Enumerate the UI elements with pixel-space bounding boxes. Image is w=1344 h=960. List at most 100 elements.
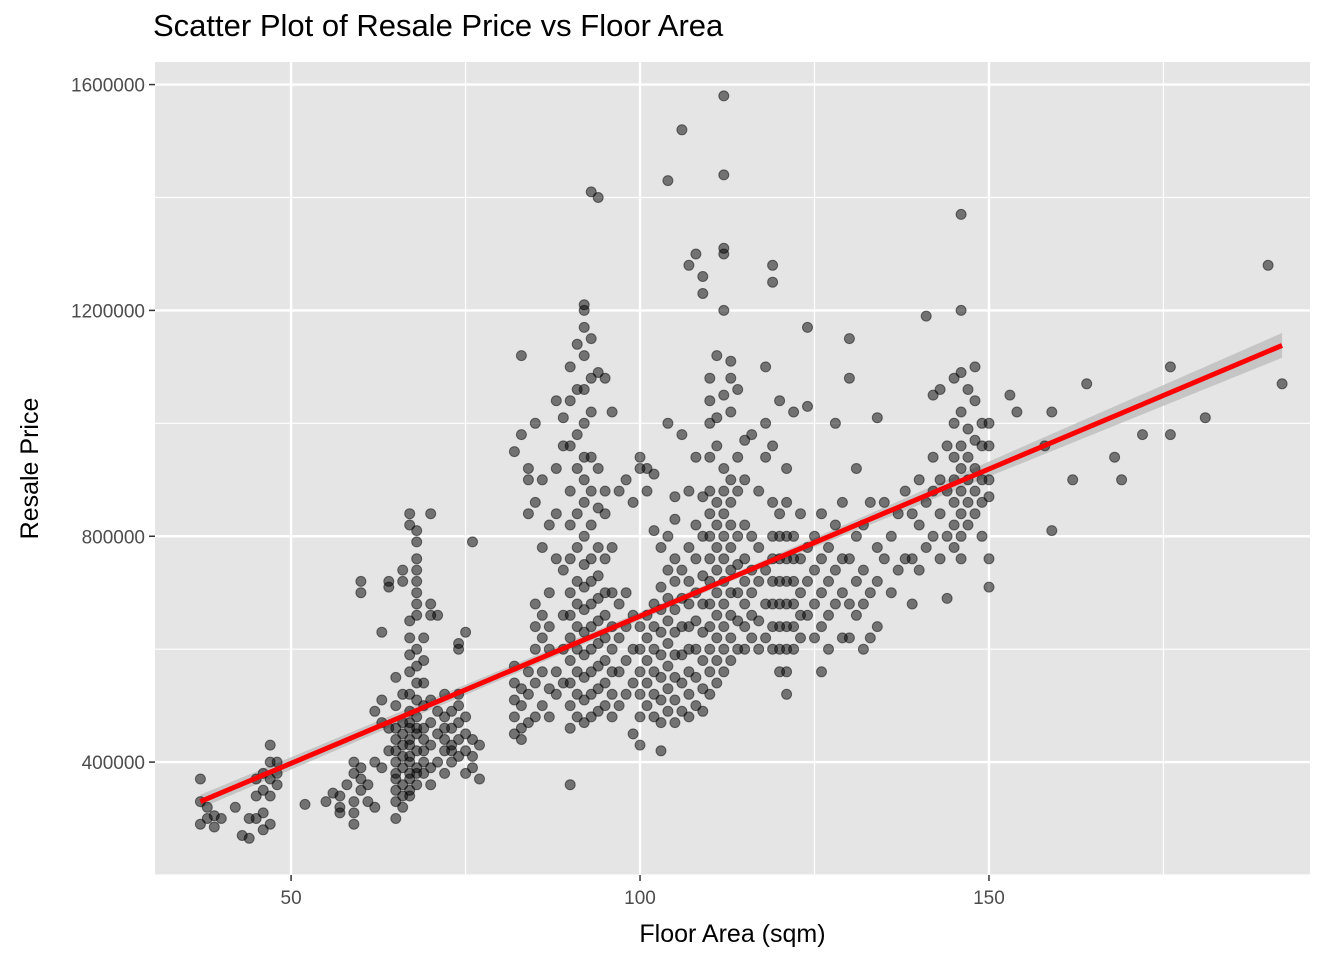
data-point [983,581,995,593]
data-point [390,671,402,683]
data-point [557,412,569,424]
data-point [564,361,576,373]
data-point [697,705,709,717]
data-point [669,717,681,729]
data-point [718,463,730,474]
data-point [641,632,653,644]
data-point [739,474,751,486]
data-point [529,711,541,723]
axis-ticks: 50 100 150 400000 800000 1200000 1600000 [71,76,1005,909]
data-point [788,598,800,610]
data-point [578,717,590,729]
data-point [606,406,618,418]
data-point [1164,361,1176,373]
data-point [599,609,611,621]
data-point [634,688,646,700]
data-point [550,463,562,474]
data-point [711,440,723,452]
data-point [536,609,548,621]
data-point [955,440,967,452]
data-point [704,553,716,565]
data-point [585,372,597,384]
data-point [467,750,478,762]
data-point [725,406,737,418]
data-point [606,587,618,599]
data-point [334,807,346,819]
data-point [578,559,590,570]
data-point [508,677,520,689]
data-point [564,700,576,712]
data-point [690,615,702,627]
data-point [606,688,618,700]
data-point [690,248,702,260]
data-point [299,798,311,810]
data-point [704,643,716,655]
data-point [564,485,576,497]
data-point [571,575,583,587]
data-point [753,643,765,655]
data-point [676,564,688,576]
data-point [809,598,820,610]
data-point [369,801,381,813]
data-point [655,626,667,638]
data-point [515,429,527,441]
data-point [948,372,960,384]
data-point [850,530,862,542]
data-point [711,350,723,362]
data-point [767,259,779,271]
data-point [788,530,800,542]
data-point [348,818,360,830]
data-point [920,310,932,322]
data-point [648,468,660,480]
data-point [257,784,269,796]
data-point [683,542,695,553]
data-point [411,575,423,587]
data-point [613,485,625,497]
trend-line-layer [199,343,1284,804]
data-point [571,463,583,474]
data-point [885,587,897,599]
data-point [662,530,674,542]
data-point [264,790,276,802]
data-point [906,553,918,565]
data-point [816,666,827,678]
data-point [411,553,423,565]
data-point [955,406,967,418]
data-point [439,767,451,779]
data-point [795,553,806,565]
data-point [425,779,437,791]
data-point [711,412,723,424]
x-tick-label: 50 [281,888,302,909]
data-point [746,587,758,599]
data-point [320,796,332,808]
data-point [585,406,597,418]
data-point [864,587,876,599]
data-point [425,598,437,610]
data-point [348,807,360,819]
data-point [816,587,827,599]
data-point [564,395,576,407]
data-point [753,485,765,497]
data-point [781,463,793,474]
data-point [564,632,576,644]
data-point [892,564,904,576]
data-point [418,677,430,689]
data-point [215,813,227,824]
data-point [655,671,667,683]
data-point [264,818,276,830]
data-point [871,542,883,553]
data-point [809,632,820,644]
data-point [529,496,541,508]
data-point [697,655,709,666]
data-point [634,666,646,678]
data-point [1081,378,1093,390]
data-point [515,700,527,712]
data-point [1011,406,1023,418]
data-point [906,508,918,520]
data-point [634,643,646,655]
data-point [376,694,388,706]
data-point [704,395,716,407]
data-point [760,451,772,463]
data-point [767,276,779,288]
